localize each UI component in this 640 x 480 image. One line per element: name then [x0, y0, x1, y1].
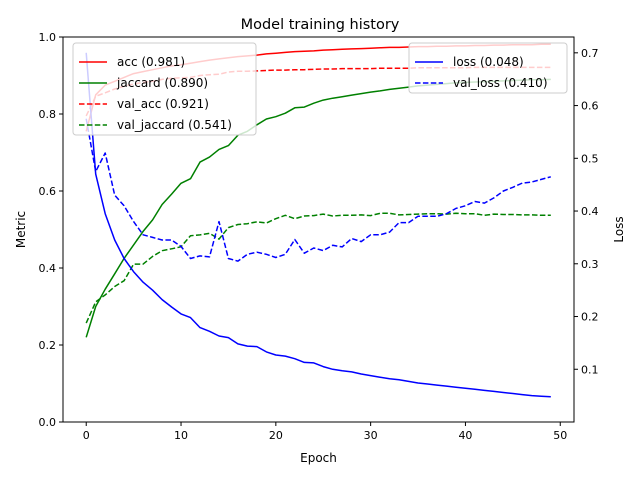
y-right-tick-label-0-7: 0.7 — [581, 47, 599, 60]
chart-title: Model training history — [241, 17, 400, 33]
y-right-tick-label-0-5: 0.5 — [581, 152, 599, 165]
legend-right: loss (0.048) val_loss (0.410) — [408, 42, 568, 94]
y-right-tick-label-0-1: 0.1 — [581, 363, 599, 376]
legend-label-jaccard: jaccard (0.890) — [116, 76, 208, 90]
x-tick-label-40: 40 — [458, 429, 472, 442]
x-tick-label-50: 50 — [553, 429, 567, 442]
plot-frame — [62, 36, 575, 423]
series-line-loss — [85, 52, 551, 398]
x-axis-label: Epoch — [300, 451, 337, 465]
legend-label-acc: acc (0.981) — [117, 55, 185, 69]
legend-label-val-acc: val_acc (0.921) — [117, 97, 209, 111]
x-tick-label-10: 10 — [174, 429, 188, 442]
y-tick-label-0-4: 0.4 — [39, 262, 57, 275]
y-right-tick-label-0-6: 0.6 — [581, 100, 599, 113]
legend-left-box — [72, 42, 257, 136]
y-axis-label: Metric — [14, 211, 28, 248]
y-tick-label-1-0: 1.0 — [39, 31, 57, 44]
x-tick-label-30: 30 — [364, 429, 378, 442]
y-tick-label-0-8: 0.8 — [39, 108, 57, 121]
y-right-axis-label: Loss — [612, 216, 626, 242]
series-line-val-jaccard — [85, 212, 551, 324]
x-tick-label-0: 0 — [83, 429, 90, 442]
legend-left: acc (0.981) jaccard (0.890) val_acc (0.921… — [72, 42, 257, 136]
legend-label-val-jaccard: val_jaccard (0.541) — [117, 118, 232, 132]
y-right-tick-label-0-4: 0.4 — [581, 205, 599, 218]
y-right-tick-label-0-2: 0.2 — [581, 311, 599, 324]
legend-label-loss: loss (0.048) — [453, 55, 524, 69]
x-axis-ticks: 0 10 20 30 40 50 — [83, 422, 567, 442]
legend-label-val-loss: val_loss (0.410) — [453, 76, 548, 90]
y-tick-label-0-2: 0.2 — [39, 339, 57, 352]
right-axis-ticks: 0.1 0.2 0.3 0.4 0.5 0.6 0.7 — [574, 47, 599, 376]
y-tick-label-0-6: 0.6 — [39, 185, 57, 198]
x-tick-label-20: 20 — [269, 429, 283, 442]
y-tick-label-0-0: 0.0 — [39, 416, 57, 429]
legend-right-box — [408, 42, 568, 94]
series-line-val-loss — [85, 118, 551, 262]
y-right-tick-label-0-3: 0.3 — [581, 258, 599, 271]
left-axis-ticks: 0.0 0.2 0.4 0.6 0.8 1.0 — [39, 31, 63, 429]
